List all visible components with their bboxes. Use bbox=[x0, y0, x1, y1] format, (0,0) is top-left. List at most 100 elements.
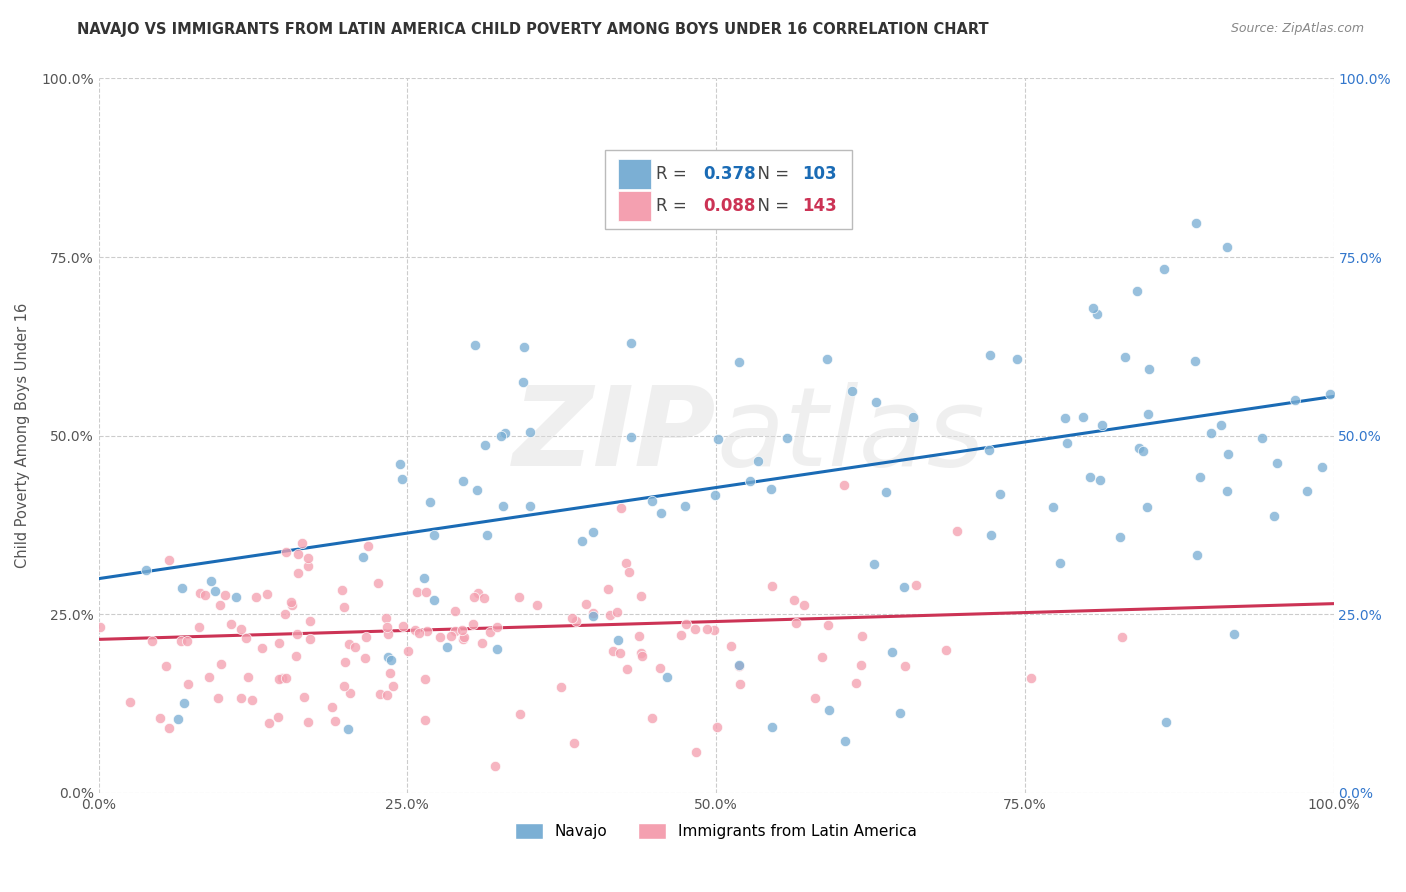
Point bbox=[375, 620, 398, 634]
Point bbox=[519, 425, 541, 440]
Point bbox=[1185, 216, 1208, 230]
Point bbox=[683, 622, 706, 636]
Point bbox=[214, 588, 236, 602]
Point bbox=[337, 723, 360, 737]
Point bbox=[412, 571, 434, 585]
Point bbox=[815, 351, 838, 366]
Point bbox=[209, 657, 232, 671]
Point bbox=[332, 599, 354, 614]
Legend: Navajo, Immigrants from Latin America: Navajo, Immigrants from Latin America bbox=[515, 823, 917, 839]
Point bbox=[747, 454, 769, 468]
Point bbox=[176, 634, 198, 648]
Point bbox=[231, 622, 253, 636]
Point bbox=[889, 706, 911, 720]
Point bbox=[609, 647, 631, 661]
Point bbox=[610, 501, 633, 516]
Point bbox=[1126, 284, 1149, 298]
Point bbox=[177, 677, 200, 691]
Point bbox=[1265, 456, 1288, 470]
Point bbox=[727, 355, 749, 369]
Point bbox=[467, 586, 489, 600]
Point bbox=[617, 565, 640, 579]
Text: 0.088: 0.088 bbox=[704, 196, 756, 215]
Point bbox=[471, 636, 494, 650]
Point bbox=[330, 582, 353, 597]
Point bbox=[235, 631, 257, 645]
Point bbox=[977, 443, 1000, 458]
Point bbox=[1049, 556, 1071, 570]
Point bbox=[484, 759, 506, 773]
Point bbox=[630, 589, 652, 603]
Point bbox=[429, 630, 451, 644]
Point bbox=[761, 721, 783, 735]
Point bbox=[862, 558, 884, 572]
Point bbox=[1137, 408, 1160, 422]
Point bbox=[419, 495, 441, 509]
Point bbox=[571, 534, 593, 549]
Point bbox=[703, 623, 725, 637]
Point bbox=[1136, 500, 1159, 515]
Point bbox=[377, 627, 399, 641]
Point bbox=[561, 611, 583, 625]
Point bbox=[1216, 483, 1239, 498]
Point bbox=[494, 425, 516, 440]
Point bbox=[298, 632, 321, 647]
Point bbox=[1187, 549, 1209, 563]
Point bbox=[845, 676, 868, 690]
Point bbox=[596, 582, 619, 596]
Point bbox=[818, 703, 841, 717]
Point bbox=[339, 686, 361, 700]
Point bbox=[170, 634, 193, 648]
Point bbox=[404, 623, 426, 637]
Point bbox=[453, 632, 475, 647]
Point bbox=[832, 477, 855, 491]
Point bbox=[194, 588, 217, 602]
Point bbox=[761, 579, 783, 593]
Text: 0.378: 0.378 bbox=[704, 164, 756, 183]
Point bbox=[323, 714, 346, 728]
Point bbox=[988, 487, 1011, 501]
Point bbox=[606, 605, 628, 619]
Text: N =: N = bbox=[747, 164, 794, 183]
Point bbox=[1189, 470, 1212, 484]
Point bbox=[1056, 436, 1078, 450]
Point bbox=[375, 611, 398, 625]
Point bbox=[173, 696, 195, 710]
Point bbox=[893, 580, 915, 594]
Point bbox=[242, 693, 264, 707]
Point bbox=[450, 624, 472, 638]
Point bbox=[1083, 301, 1105, 315]
Point bbox=[1128, 441, 1150, 455]
Point bbox=[675, 617, 697, 632]
Point bbox=[256, 587, 278, 601]
Point bbox=[339, 637, 361, 651]
Point bbox=[631, 648, 654, 663]
Point bbox=[1007, 352, 1029, 367]
Point bbox=[673, 499, 696, 513]
Point bbox=[1295, 483, 1317, 498]
Point bbox=[472, 591, 495, 605]
Point bbox=[489, 429, 512, 443]
Point bbox=[280, 599, 302, 613]
Point bbox=[669, 628, 692, 642]
Point bbox=[1251, 431, 1274, 445]
Point bbox=[759, 483, 782, 497]
Point bbox=[157, 721, 180, 735]
Point bbox=[381, 679, 404, 693]
Point bbox=[465, 483, 488, 497]
Point bbox=[188, 585, 211, 599]
Point bbox=[582, 524, 605, 539]
Point bbox=[730, 676, 752, 690]
Point bbox=[453, 630, 475, 644]
Point bbox=[641, 711, 664, 725]
Point bbox=[479, 625, 502, 640]
Point bbox=[299, 614, 322, 628]
Point bbox=[149, 711, 172, 725]
Point bbox=[728, 659, 751, 673]
Text: Source: ZipAtlas.com: Source: ZipAtlas.com bbox=[1230, 22, 1364, 36]
Point bbox=[1088, 473, 1111, 487]
Point bbox=[451, 474, 474, 488]
Point bbox=[375, 688, 398, 702]
Point bbox=[198, 670, 221, 684]
Point bbox=[285, 649, 308, 664]
